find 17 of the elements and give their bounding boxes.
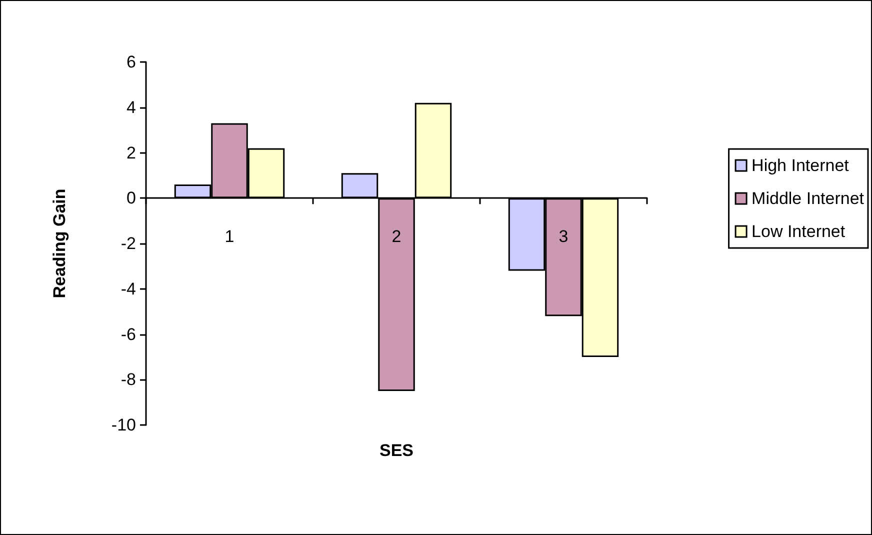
y-tick-label: -10 — [111, 416, 136, 434]
y-tick-label: 2 — [126, 143, 136, 162]
legend-label: Middle Internet — [752, 189, 864, 208]
legend-label: High Internet — [752, 156, 850, 175]
y-tick-label: 4 — [126, 98, 136, 117]
x-tick-label: 3 — [558, 227, 568, 246]
y-tick-label: 6 — [126, 52, 136, 72]
x-tick-label: 2 — [392, 227, 402, 246]
y-tick-label: -4 — [120, 279, 136, 298]
x-axis-title: SES — [379, 441, 414, 460]
x-tick-label: 1 — [224, 227, 234, 246]
legend-label: Low Internet — [752, 222, 846, 241]
y-tick-label: 0 — [126, 188, 136, 208]
y-tick-label: -2 — [120, 234, 136, 253]
y-tick-label: -6 — [120, 324, 136, 344]
y-tick-label: -8 — [120, 370, 136, 390]
y-axis-title: Reading Gain — [50, 188, 69, 298]
